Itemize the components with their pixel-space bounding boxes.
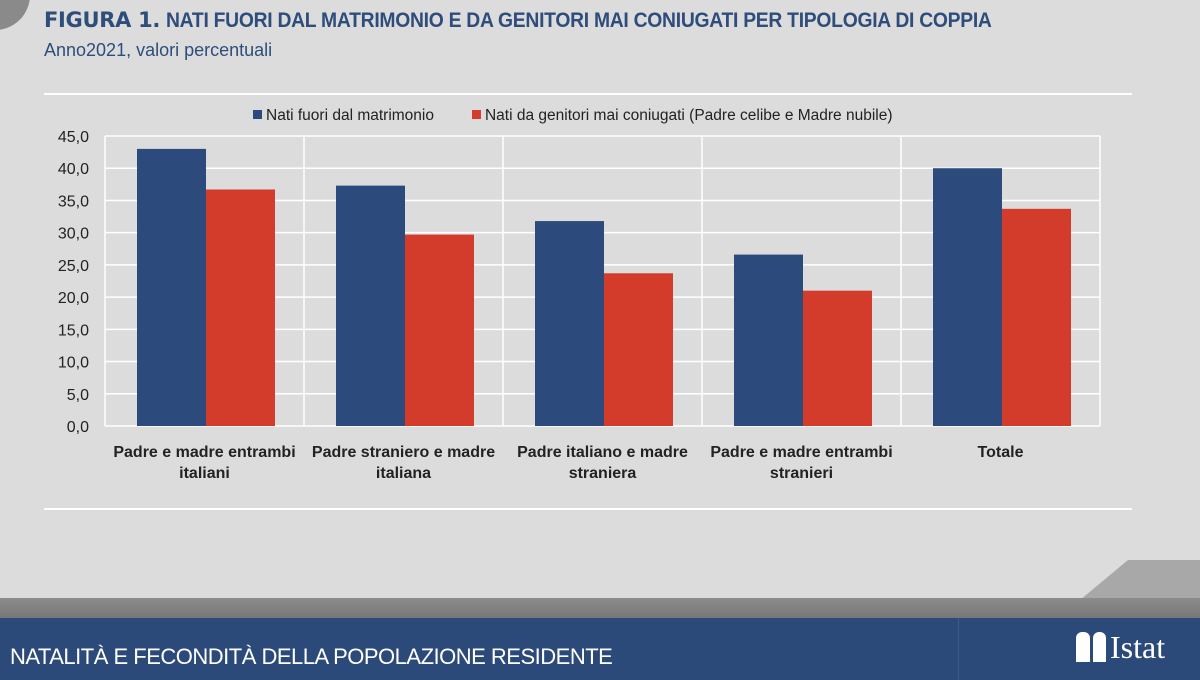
bar-nati-genitori-mai-coniugati — [405, 234, 474, 426]
legend-label: Nati da genitori mai coniugati (Padre ce… — [485, 107, 893, 124]
chart-subtitle: Anno2021, valori percentuali — [44, 40, 273, 60]
footer-bar: NATALITÀ E FECONDITÀ DELLA POPOLAZIONE R… — [0, 618, 1200, 680]
bar-nati-genitori-mai-coniugati — [803, 290, 872, 426]
x-category-label: Totale — [978, 444, 1024, 461]
footer-divider — [958, 618, 959, 680]
bar-chart: 0,0 5,0 10,0 15,0 20,0 25,0 30,0 35,0 40,0 45,0 Pa… — [44, 93, 1132, 510]
bar-nati-genitori-mai-coniugati — [1002, 208, 1071, 426]
istat-logo: Istat — [1076, 629, 1166, 665]
decorative-band — [0, 598, 1200, 618]
bar-nati-genitori-mai-coniugati — [604, 273, 673, 426]
bar-nati-fuori-matrimonio — [336, 185, 405, 426]
book-icon — [1076, 632, 1106, 662]
bar-nati-fuori-matrimonio — [933, 168, 1002, 426]
y-tick-label: 30,0 — [58, 226, 89, 243]
y-tick-label: 0,0 — [67, 419, 89, 436]
bar-nati-fuori-matrimonio — [535, 221, 604, 426]
x-category-label: Padre e madre entrambi — [113, 444, 295, 461]
bar-nati-fuori-matrimonio — [734, 254, 803, 426]
logo-text: Istat — [1110, 629, 1166, 665]
y-tick-label: 35,0 — [58, 193, 89, 210]
x-category-label: Padre italiano e madre — [517, 444, 688, 461]
y-tick-label: 45,0 — [58, 129, 89, 146]
chart-title: FIGURA 1. NATI FUORI DAL MATRIMONIO E DA… — [44, 8, 1063, 33]
y-tick-label: 5,0 — [67, 387, 89, 404]
title-text: NATI FUORI DAL MATRIMONIO E DA GENITORI … — [165, 9, 992, 32]
x-category-label: straniera — [569, 465, 637, 482]
y-tick-label: 15,0 — [58, 322, 89, 339]
legend-label: Nati fuori dal matrimonio — [266, 107, 434, 124]
y-tick-label: 40,0 — [58, 161, 89, 178]
x-category-label: stranieri — [770, 465, 833, 482]
legend-swatch — [471, 110, 481, 119]
bar-nati-genitori-mai-coniugati — [206, 189, 275, 426]
footer-text: NATALITÀ E FECONDITÀ DELLA POPOLAZIONE R… — [10, 644, 613, 669]
y-tick-label: 20,0 — [58, 290, 89, 307]
x-category-label: Padre straniero e madre — [312, 444, 495, 461]
x-category-label: italiana — [376, 465, 431, 482]
y-tick-label: 10,0 — [58, 355, 89, 372]
x-category-label: Padre e madre entrambi — [710, 444, 892, 461]
figure-label: FIGURA 1. — [44, 8, 161, 32]
y-tick-label: 25,0 — [58, 258, 89, 275]
legend-swatch — [253, 110, 262, 119]
bar-nati-fuori-matrimonio — [137, 148, 206, 426]
x-category-label: italiani — [179, 465, 230, 482]
